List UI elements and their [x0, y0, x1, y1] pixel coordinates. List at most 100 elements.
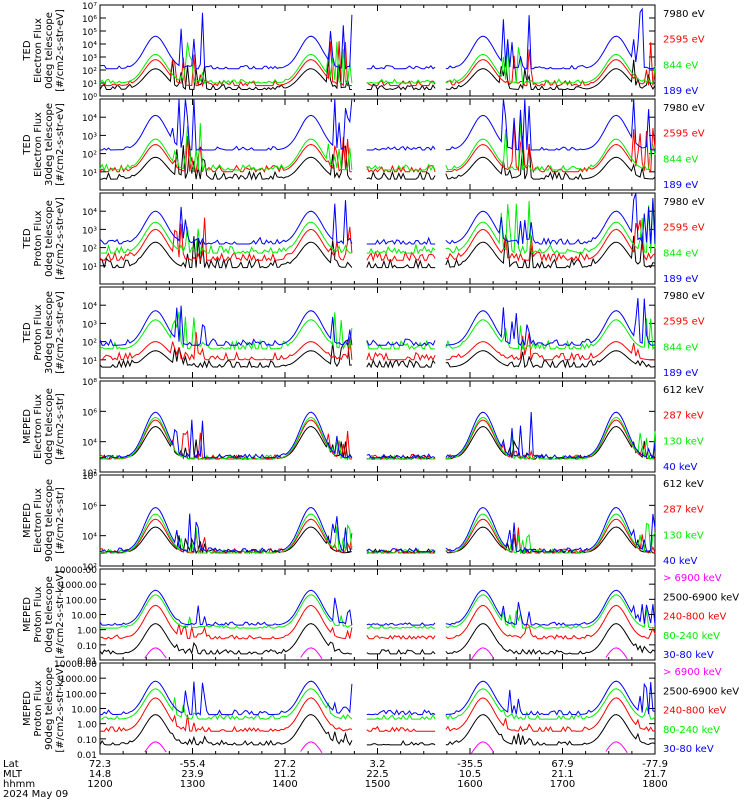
legend-entry: 7980 eV [663, 9, 705, 20]
series-trace [99, 234, 656, 270]
legend-entry: 2500-6900 keV [663, 592, 739, 603]
series-trace [99, 604, 656, 640]
y-axis-label: 90deg telescope [44, 667, 55, 750]
y-tick-label: 10¹ [82, 169, 97, 179]
legend-entry: 130 keV [663, 436, 704, 447]
footer-mlt-value: 14.8 [89, 769, 111, 780]
series-trace [99, 119, 656, 172]
legend-entry: 80-240 keV [663, 725, 720, 736]
footer-row-label: MLT [3, 769, 23, 780]
y-axis-label: [#/cm2-s-str] [55, 487, 66, 554]
y-tick-label: 10⁸ [82, 472, 97, 482]
y-tick-label: 10³ [82, 54, 97, 64]
legend-entry: 240-800 keV [663, 706, 727, 717]
y-tick-label: 10² [82, 67, 97, 77]
footer-hhmm-value: 1400 [272, 779, 297, 790]
y-tick-label: 100.00 [66, 596, 98, 606]
footer-hhmm-value: 1800 [642, 779, 667, 790]
y-axis-label: 0deg telescope [44, 200, 55, 277]
y-tick-label: 10⁴ [82, 208, 97, 218]
y-axis-label: TED [22, 322, 33, 343]
series-trace [99, 589, 656, 626]
y-tick-label: 10⁶ [82, 15, 97, 25]
footer-mlt-value: 10.5 [459, 769, 481, 780]
legend-entry: 189 eV [663, 180, 698, 191]
legend-entry: 240-800 keV [663, 612, 727, 623]
legend-entry: > 6900 keV [663, 667, 722, 678]
y-tick-label: 1.00 [77, 721, 97, 731]
panel-frame [99, 568, 656, 661]
y-axis-label: Electron Flux [33, 18, 44, 83]
y-tick-label: 10⁴ [82, 114, 97, 124]
legend-entry: 7980 eV [663, 103, 705, 114]
footer-lat-value: 67.9 [551, 759, 573, 770]
series-trace [99, 122, 656, 174]
legend-entry: 189 eV [663, 368, 698, 379]
y-tick-label: 10³ [82, 132, 97, 142]
footer-mlt-value: 21.1 [551, 769, 573, 780]
y-axis-label: MEPED [22, 503, 33, 538]
y-tick-label: 10⁸ [82, 378, 97, 388]
series-trace [99, 688, 656, 721]
y-axis-label: Proton Flux [33, 680, 44, 736]
y-axis-label: 90deg telescope [44, 479, 55, 562]
series-trace [100, 680, 656, 716]
series-trace [144, 647, 628, 660]
y-tick-label: 1.00 [77, 627, 97, 637]
legend-entry: 287 keV [663, 411, 704, 422]
legend-entry: 612 keV [663, 385, 704, 396]
y-axis-label: Proton Flux [33, 210, 44, 266]
y-tick-label: 10⁰ [82, 93, 97, 103]
footer-lat-value: -35.5 [457, 759, 483, 770]
footer-lat-value: 72.3 [89, 759, 111, 770]
footer-row-label: hhmm [3, 779, 35, 790]
y-axis-label: TED [22, 134, 33, 155]
series-trace [100, 200, 656, 256]
y-tick-label: 1000.00 [60, 581, 97, 591]
series-trace [100, 332, 656, 362]
y-tick-label: 10² [82, 563, 97, 573]
y-axis-label: 30deg telescope [44, 103, 55, 186]
y-axis-label: [#/cm2-s-str] [55, 393, 66, 460]
footer-lat-value: 3.2 [370, 759, 386, 770]
series-trace [100, 98, 656, 151]
y-axis-label: 30deg telescope [44, 291, 55, 374]
y-tick-label: 10¹ [82, 80, 97, 90]
y-tick-label: 10.00 [71, 612, 97, 622]
legend-entry: 844 eV [663, 60, 698, 71]
series-trace [99, 59, 656, 91]
y-tick-label: 10³ [82, 320, 97, 330]
y-tick-label: 10⁴ [82, 533, 97, 543]
y-axis-label: TED [22, 40, 33, 61]
series-trace [99, 425, 656, 461]
legend-entry: 2500-6900 keV [663, 686, 739, 697]
y-axis-label: 0deg telescope [44, 576, 55, 653]
y-tick-label: 10⁴ [82, 302, 97, 312]
legend-entry: 2595 eV [663, 35, 705, 46]
footer-hhmm-value: 1700 [550, 779, 575, 790]
legend-entry: 189 eV [663, 274, 698, 285]
y-tick-label: 10² [82, 469, 97, 479]
footer-lat-value: 27.2 [274, 759, 296, 770]
series-trace [99, 594, 656, 629]
y-axis-label: MEPED [22, 409, 33, 444]
series-trace [99, 419, 655, 461]
legend-entry: 2595 eV [663, 223, 705, 234]
footer-mlt-value: 21.7 [644, 769, 666, 780]
footer-mlt-value: 23.9 [181, 769, 203, 780]
legend-entry: 7980 eV [663, 197, 705, 208]
legend-entry: 844 eV [663, 248, 698, 259]
y-tick-label: 0.01 [77, 751, 97, 761]
y-tick-label: 10¹ [82, 357, 97, 367]
footer-lat-value: -77.9 [642, 759, 668, 770]
y-axis-label: Proton Flux [33, 586, 44, 642]
y-tick-label: 10⁶ [82, 408, 97, 418]
footer-hhmm-value: 1500 [365, 779, 390, 790]
y-tick-label: 10⁴ [82, 439, 97, 449]
footer-row-label: Lat [3, 759, 19, 770]
panel-frame [99, 98, 656, 191]
series-trace [99, 513, 656, 555]
y-tick-label: 10⁶ [82, 502, 97, 512]
legend-entry: > 6900 keV [663, 573, 722, 584]
